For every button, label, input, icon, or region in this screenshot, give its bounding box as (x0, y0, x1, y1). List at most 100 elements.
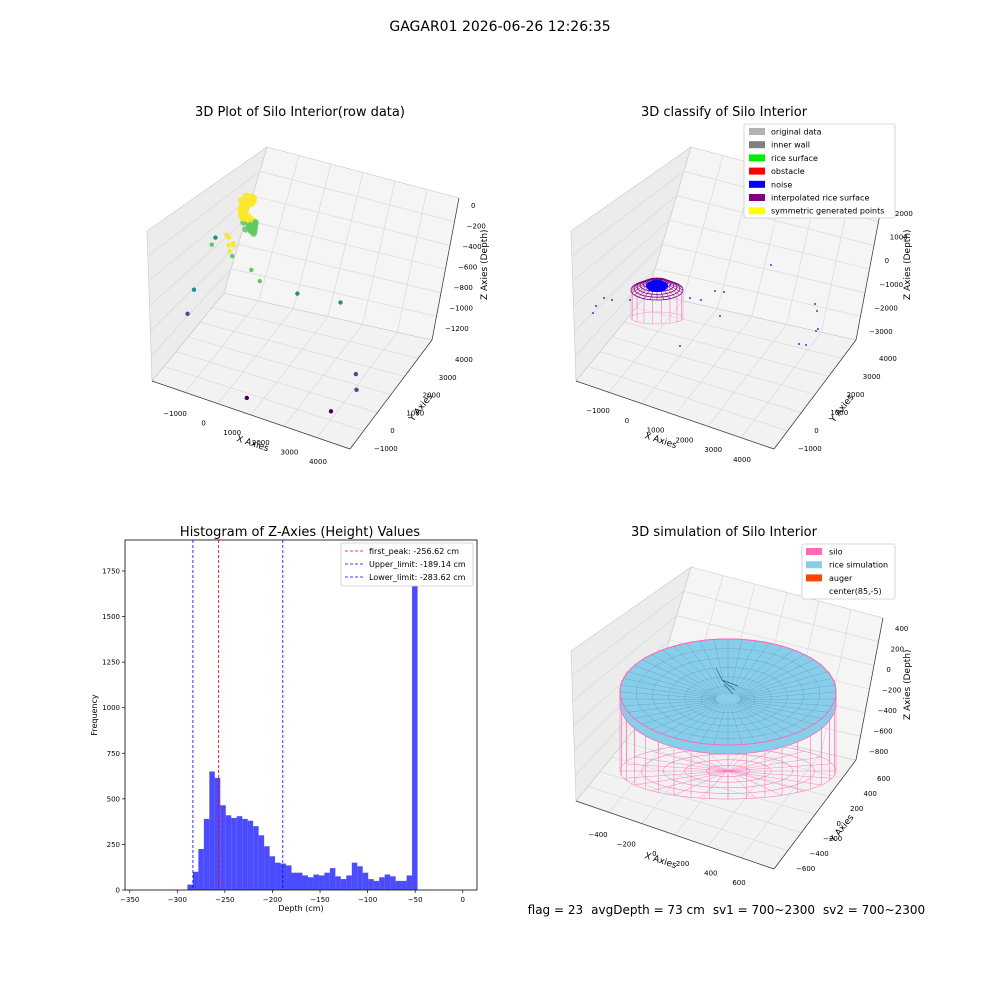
classify-y-tick-label: 4000 (879, 355, 897, 363)
classify-x-tick-label: 0 (625, 417, 629, 425)
floor-grid-line (599, 351, 802, 413)
x-tick-label: −300 (168, 896, 187, 904)
cylinder-base (630, 311, 684, 325)
x-tick-label: −200 (263, 896, 282, 904)
noise-point (595, 305, 597, 307)
histogram-bar (324, 872, 330, 890)
histogram-ticks: −350 −300 −250 −200 −150 −100 −50 0 0 250 500 750 10… (102, 567, 465, 904)
rice-mesh-spoke (620, 698, 717, 700)
raw-y-tick-label: 2000 (423, 392, 441, 400)
raw-x-tick-label: 2000 (252, 439, 270, 447)
rice-mesh-spoke (735, 702, 794, 735)
noise-point (629, 299, 631, 301)
rice-mesh-spoke (628, 671, 717, 698)
wall-grid-line (259, 171, 455, 222)
rice-mesh-spoke (642, 701, 719, 725)
silo-base-spoke (727, 770, 822, 786)
noise-point (719, 315, 721, 317)
simulation-z-axis-label: Z Axies (Depth) (903, 649, 913, 720)
floor-grid-line (163, 366, 364, 432)
rice-mesh-spoke (634, 665, 718, 697)
rice-mesh-spoke (736, 654, 805, 696)
raw-x-tick-label: −1000 (163, 410, 187, 418)
rice-mesh-spoke (713, 639, 727, 695)
y-tick-label: 1750 (102, 567, 120, 575)
simulation-y-tick-label: 200 (850, 805, 863, 813)
classify-x-tick-label: 1000 (647, 427, 665, 435)
rice-mesh-spoke (634, 701, 718, 719)
raw-z-tick-label: 0 (471, 202, 475, 210)
legend-label: interpolated rice surface (771, 194, 869, 203)
classify-x-tick-label: −1000 (586, 407, 610, 415)
silo-base-spoke (634, 756, 729, 772)
raw-data-point (354, 387, 359, 393)
noise-point (805, 344, 807, 346)
histogram-x-axis-label: Depth (cm) (278, 904, 323, 913)
raw-z-axis-label: Z Axies (Depth) (480, 229, 490, 300)
rice-mesh-spoke (739, 671, 828, 698)
histogram-bar (225, 815, 232, 890)
raw-x-tick-label: 3000 (280, 448, 298, 456)
histogram-legend: first_peak: -256.62 cm Upper_limit: -189.… (340, 542, 474, 587)
rice-mesh-spoke (642, 659, 719, 697)
raw-data-point (353, 371, 359, 377)
raw-tick-labels: −1000 0 1000 2000 3000 4000 −1000 0 1000 2000 3000… (163, 202, 486, 466)
simulation-z-tick-label: 400 (895, 625, 908, 633)
rice-mesh-spoke (628, 700, 717, 713)
histogram-plot-area (124, 539, 478, 891)
histogram-bar (379, 877, 385, 890)
silo-base-spoke (673, 746, 729, 772)
rice-mesh-spoke (623, 700, 717, 706)
simulation-y-tick-label: 600 (877, 775, 890, 783)
legend-swatch (749, 167, 765, 175)
x-axis-line (575, 800, 775, 870)
classify-z-axis-label: Z Axies (Depth) (903, 229, 913, 300)
raw-data-point (328, 409, 334, 414)
raw-data-point (191, 287, 197, 292)
legend-swatch (749, 154, 765, 162)
legend-label: Upper_limit: -189.14 cm (369, 560, 466, 569)
classify-z-tick-label: −2000 (874, 304, 898, 312)
histogram-bar (297, 872, 303, 890)
raw-data-point (226, 243, 231, 248)
x-tick-label: −50 (408, 896, 423, 904)
wall-grid-line (231, 268, 437, 317)
silo-base-spoke (623, 770, 729, 779)
histogram-bar (368, 879, 374, 890)
raw-z-tick-label: −200 (467, 223, 486, 231)
histogram-bar (351, 862, 358, 890)
raw-z-tick-label: −400 (462, 243, 481, 251)
histogram-bar (231, 817, 237, 890)
x-tick-label: 0 (460, 896, 464, 904)
silo-base-spoke (651, 750, 729, 772)
rice-mesh-spoke (739, 678, 833, 698)
classify-y-tick-label: 0 (814, 427, 818, 435)
rice-mesh-spoke (623, 678, 717, 698)
legend-swatch (806, 548, 822, 555)
silo-base-spoke (727, 770, 805, 792)
silo-base-spoke (727, 763, 833, 772)
legend-swatch (749, 128, 765, 135)
wall-grid-line (683, 591, 879, 642)
y-tick-label: 1500 (102, 613, 120, 621)
simulation-3d-panel: 3D simulation of Silo Interior −400 −200 0… (570, 525, 913, 887)
rice-mesh-spoke (673, 645, 723, 695)
simulation-y-tick-label: −400 (810, 850, 829, 858)
floor-grid-line (587, 786, 788, 852)
legend-label: auger (829, 574, 853, 583)
raw-data-point (245, 212, 252, 220)
histogram-bar (346, 875, 352, 890)
flag-value: flag = 23 (527, 903, 584, 917)
interpolated-spoke (664, 280, 683, 288)
histogram-bar (214, 777, 221, 890)
histogram-panel: Histogram of Z-Axies (Height) Values −35… (90, 525, 478, 913)
rice-mesh-spoke (735, 649, 794, 696)
wall-grid-line (150, 268, 232, 357)
raw-data-point (295, 291, 300, 296)
figure-title: GAGAR01 2026-06-26 12:26:35 (389, 19, 610, 35)
noise-point (700, 299, 702, 301)
classify-y-tick-label: 3000 (863, 373, 881, 381)
interpolated-spoke (662, 279, 676, 284)
simulation-z-tick-label: −200 (882, 687, 901, 695)
wall-grid-line (676, 615, 875, 666)
